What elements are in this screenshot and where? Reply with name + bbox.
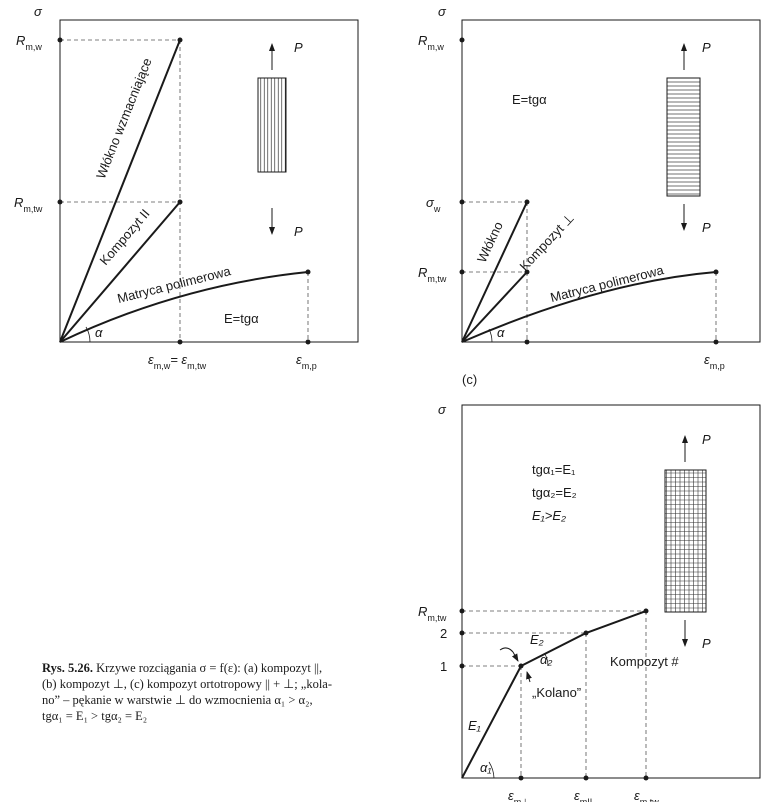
fiber-label: Włókno wzmacniające [93, 56, 154, 181]
caption-line: no” – pękanie w warstwie ⊥ do wzmocnieni… [42, 693, 313, 707]
angle-label: α [95, 325, 103, 340]
force-label: P [702, 220, 711, 235]
y-axis-label: σ [438, 402, 447, 417]
caption-line: tgα₁ = E₁ > tgα₂ = E₂ [42, 709, 147, 723]
y-label: Rm,tw [418, 604, 447, 623]
panel-a: σ Rm,w Rm,tw Włókno wzmacniające Kompozy… [14, 4, 359, 371]
frame [461, 19, 761, 343]
force-label: P [702, 40, 711, 55]
matrix-curve [59, 271, 309, 343]
specimen [666, 77, 701, 197]
x-label: εm,p [704, 352, 725, 371]
frame [59, 19, 359, 343]
y-label: 1 [440, 659, 447, 674]
force-label: P [294, 224, 303, 239]
caption-line: (b) kompozyt ⊥, (c) kompozyt ortotropowy… [42, 677, 332, 691]
matrix-label: Matryca polimerowa [116, 263, 233, 306]
panel-tag: (c) [462, 372, 477, 387]
y-label: Rm,tw [14, 195, 43, 214]
note: tgα₂=E₂ [532, 485, 577, 500]
x-label: εmII [574, 788, 592, 802]
modulus-label: E=tgα [224, 311, 259, 326]
a2-label: α₂ [540, 652, 552, 667]
modulus-label: E=tgα [512, 92, 547, 107]
matrix-curve [461, 271, 717, 343]
caption-line: Rys. 5.26. Krzywe rozciągania σ = f(ε): … [42, 661, 322, 675]
x-label: εm,p [296, 352, 317, 371]
x-label: εm,w= εm,tw [148, 352, 207, 371]
x-label: εm,tw [634, 788, 659, 802]
force-label: P [294, 40, 303, 55]
panel-b: σ Rm,w σw Rm,tw Włókno Kompozyt ⊥ Matryc… [418, 4, 761, 371]
y-axis-label: σ [438, 4, 447, 19]
note: tgα₁=E₁ [532, 462, 576, 477]
e2-label: E₂ [530, 632, 544, 647]
specimen [664, 469, 707, 613]
angle-label: α [497, 325, 505, 340]
knee-label: „Kolano” [532, 685, 581, 700]
fiber-line [59, 39, 181, 343]
y-label: Rm,tw [418, 265, 447, 284]
y-label: σw [426, 195, 441, 214]
a1-label: α₁ [480, 760, 492, 775]
force-label: P [702, 432, 711, 447]
fiber-line [461, 201, 528, 343]
matrix-label: Matryca polimerowa [549, 262, 666, 305]
y-label: Rm,w [16, 33, 42, 52]
y-label: Rm,w [418, 33, 444, 52]
x-label: εm⊥ [508, 788, 529, 802]
y-label: 2 [440, 626, 447, 641]
composite-label: Kompozyt II [97, 206, 153, 268]
composite-line [461, 271, 528, 343]
composite-label: Kompozyt # [610, 654, 679, 669]
note: E₁>E₂ [532, 508, 566, 523]
force-label: P [702, 636, 711, 651]
frame [461, 404, 761, 779]
e1-label: E₁ [468, 718, 481, 733]
caption: Rys. 5.26. Krzywe rozciągania σ = f(ε): … [42, 661, 332, 723]
y-axis-label: σ [34, 4, 43, 19]
panel-c: (c) σ Rm,tw 2 1 E₁ α₁ E₂ α₂ „Kolano” Kom… [418, 372, 761, 802]
composite-line [59, 201, 181, 343]
specimen [257, 77, 287, 173]
composite-curve [461, 610, 647, 779]
composite-label: Kompozyt ⊥ [516, 210, 577, 273]
